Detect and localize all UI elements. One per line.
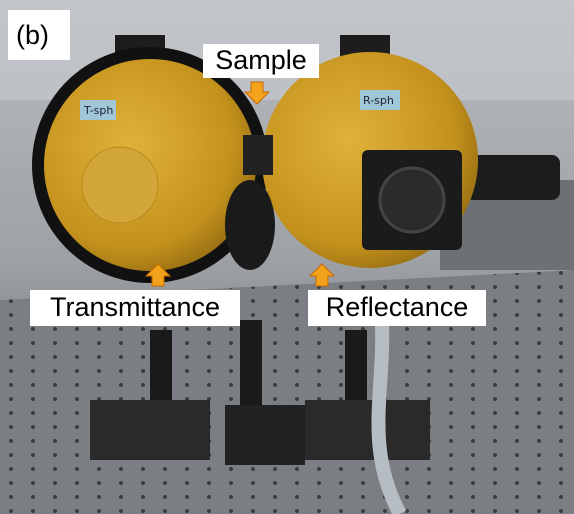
photo: T-sph R-sph (b) Sample Transmittance Ref… xyxy=(0,0,574,514)
sample-label: Sample xyxy=(215,45,307,75)
page: {"panel_label": "(b)", "sample_label": "… xyxy=(0,0,574,514)
panel-label: (b) xyxy=(16,20,49,50)
bulb xyxy=(225,180,275,270)
base xyxy=(305,400,430,460)
base xyxy=(225,405,305,465)
fan xyxy=(380,168,444,232)
sphere-tag: R-sph xyxy=(363,94,394,107)
reflectance-label: Reflectance xyxy=(326,292,469,322)
detector xyxy=(465,155,560,200)
port-plug xyxy=(82,147,158,223)
sphere-tag: T-sph xyxy=(83,104,113,117)
transmittance-label: Transmittance xyxy=(50,292,220,322)
base xyxy=(90,400,210,460)
sample-holder xyxy=(243,135,273,175)
